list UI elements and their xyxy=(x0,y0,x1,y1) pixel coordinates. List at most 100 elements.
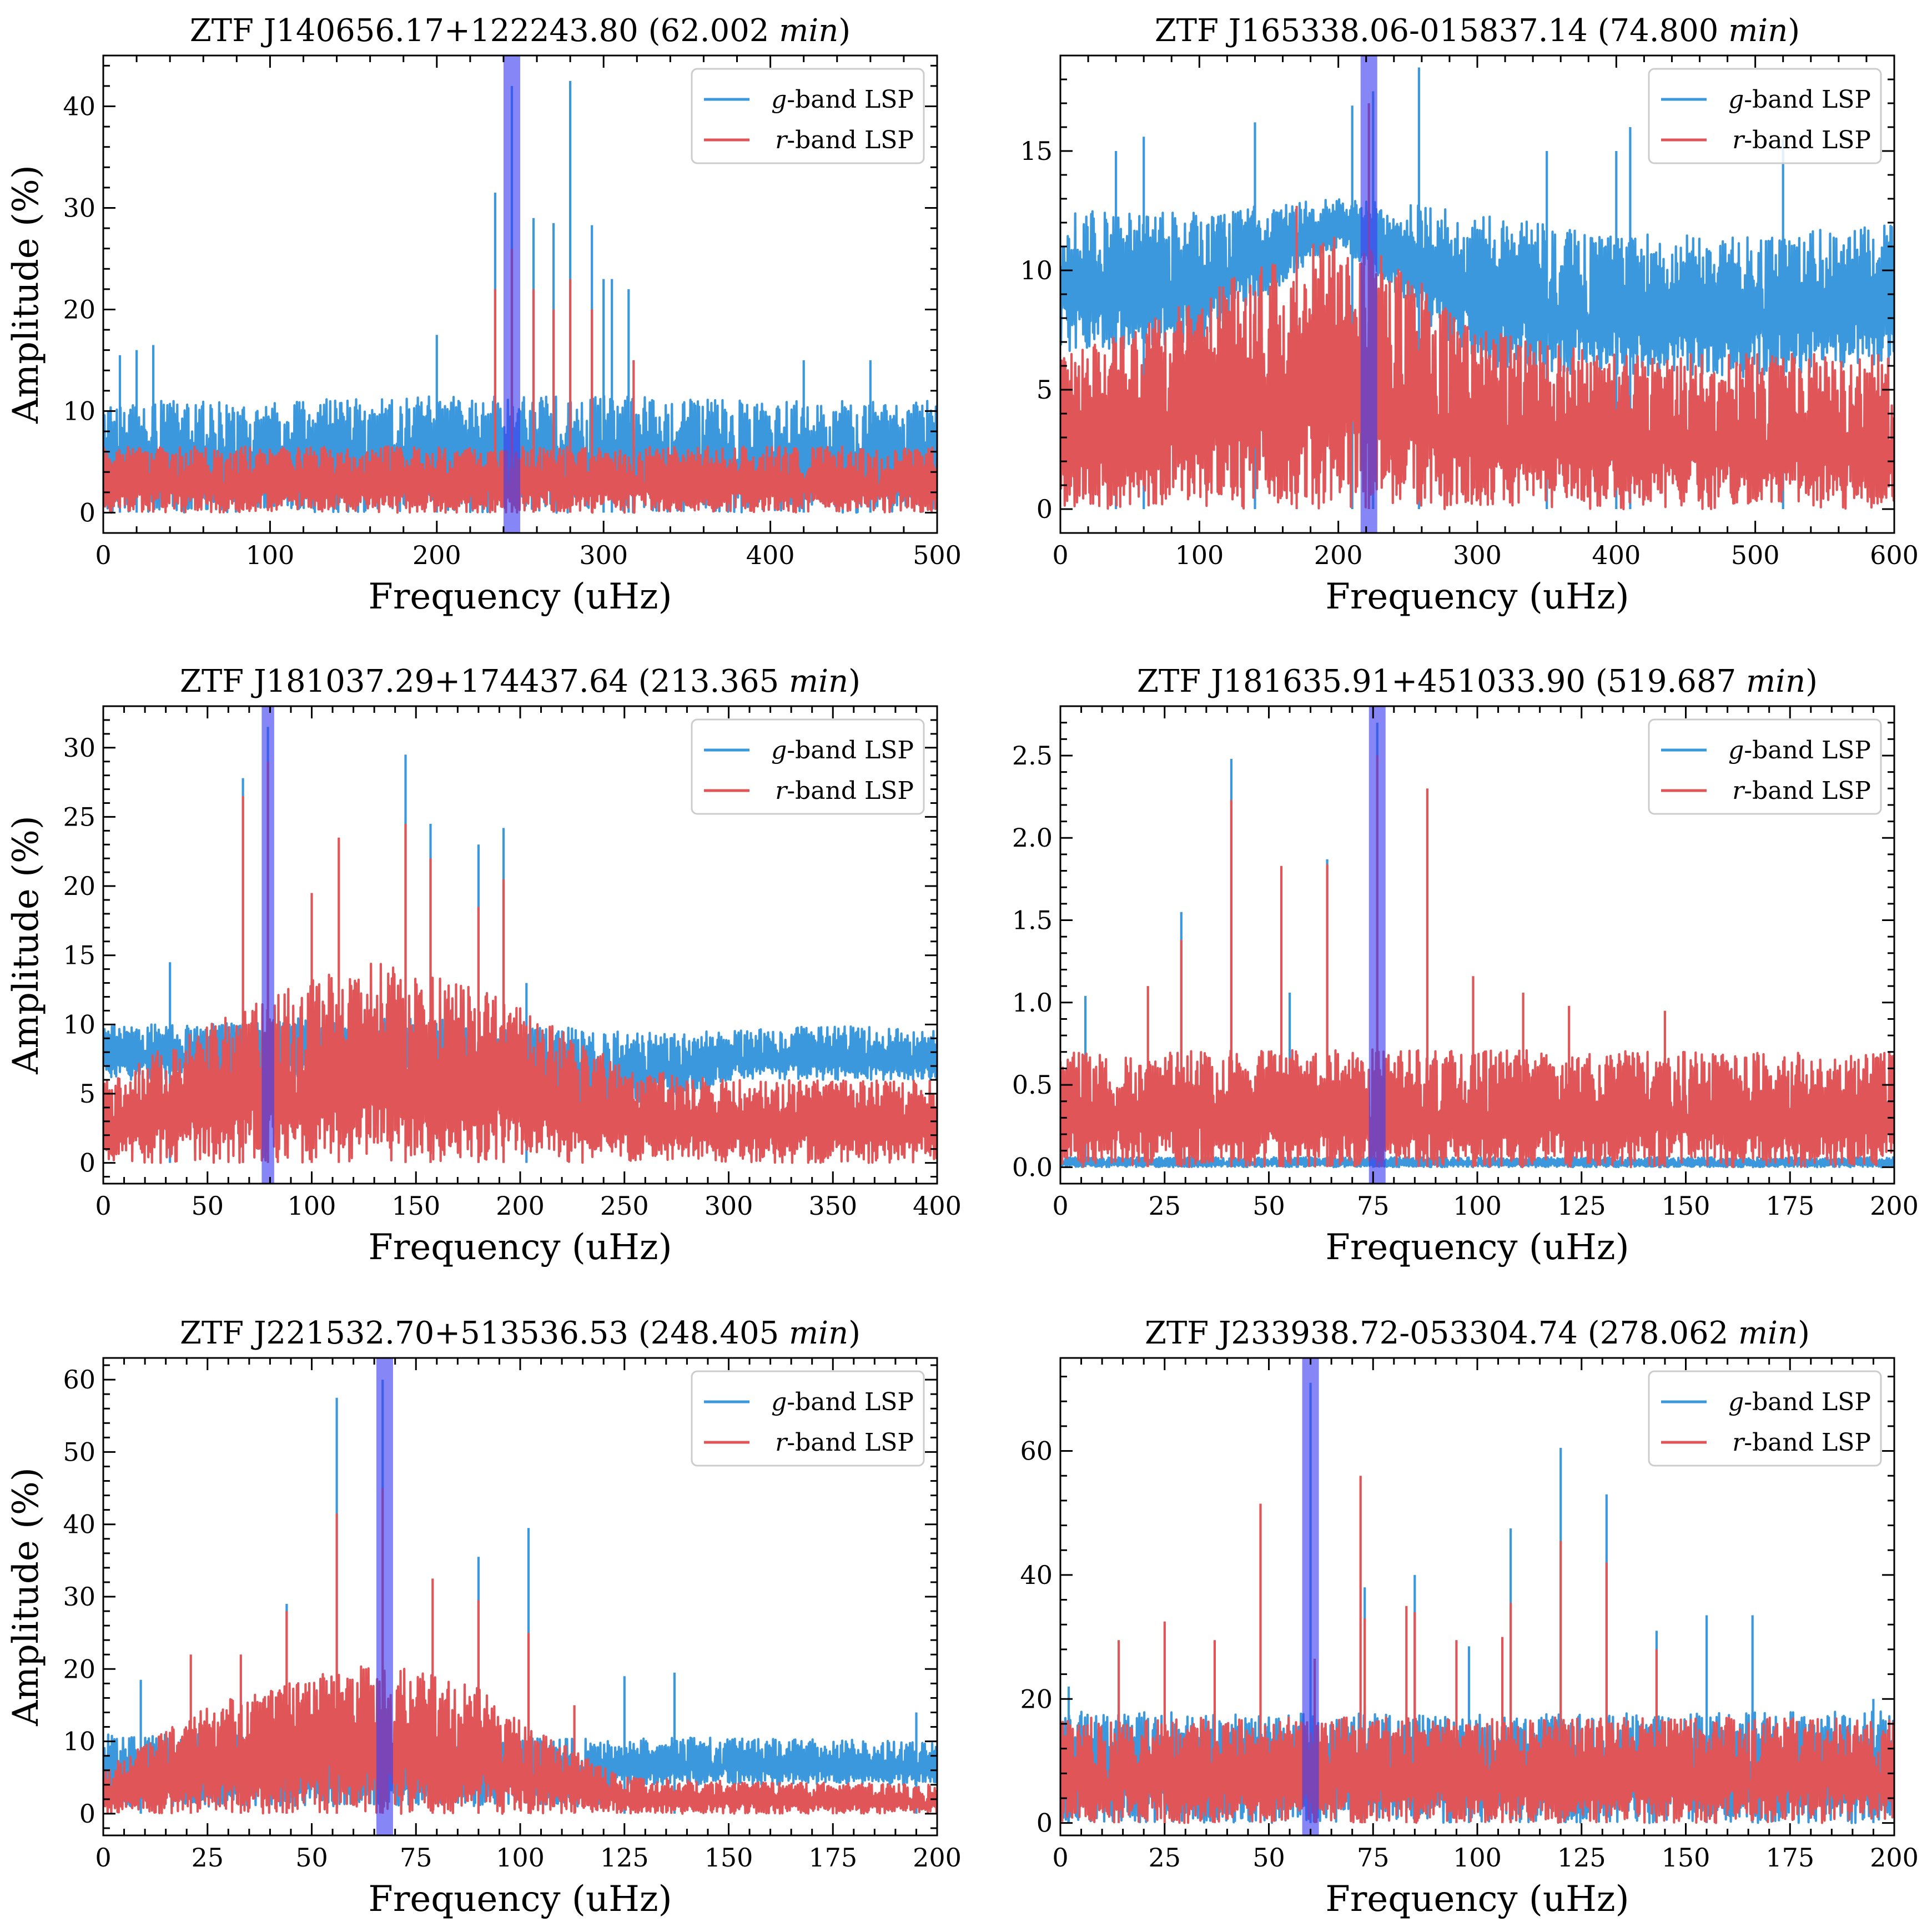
y-tick-label: 40 xyxy=(1020,1560,1053,1590)
r-band-legend-label: r-band LSP xyxy=(1732,1428,1871,1457)
x-tick-label: 175 xyxy=(1765,1191,1814,1221)
chart-title: ZTF J140656.17+122243.80 (62.002 min) xyxy=(190,13,851,49)
r-band-series xyxy=(1060,1476,1894,1824)
chart-title-period: 62.002 xyxy=(660,13,769,49)
period-highlight-band xyxy=(1368,706,1386,1184)
chart-title-unit: min xyxy=(1728,13,1788,49)
x-tick-label: 100 xyxy=(245,540,294,570)
chart-title: ZTF J181037.29+174437.64 (213.365 min) xyxy=(180,663,861,700)
x-tick-label: 50 xyxy=(1252,1843,1285,1873)
plot-area xyxy=(103,1358,937,1835)
y-tick-label: 0 xyxy=(1037,494,1053,524)
r-band-legend-label: r-band LSP xyxy=(775,777,914,805)
x-tick-label: 100 xyxy=(1175,540,1224,570)
chart-title-name: ZTF J181635.91+451033.90 xyxy=(1137,663,1586,700)
r-band-legend-label: r-band LSP xyxy=(775,1428,914,1457)
chart-title-period: 74.800 xyxy=(1609,13,1718,49)
chart-title-unit: min xyxy=(1738,1315,1798,1351)
x-tick-label: 75 xyxy=(1357,1843,1390,1873)
x-tick-label: 200 xyxy=(1870,1843,1919,1873)
x-tick-label: 100 xyxy=(1453,1843,1502,1873)
y-tick-label: 15 xyxy=(1020,136,1053,166)
y-tick-label: 20 xyxy=(1020,1684,1053,1714)
x-tick-label: 600 xyxy=(1870,540,1919,570)
x-tick-label: 300 xyxy=(705,1191,753,1221)
x-tick-label: 300 xyxy=(1453,540,1502,570)
chart-title: ZTF J233938.72-053304.74 (278.062 min) xyxy=(1145,1315,1810,1351)
x-tick-label: 400 xyxy=(746,540,795,570)
r-band-legend-label: r-band LSP xyxy=(775,126,914,154)
y-tick-label: 20 xyxy=(63,871,95,901)
x-tick-label: 200 xyxy=(1870,1191,1919,1221)
y-tick-label: 30 xyxy=(63,1582,95,1612)
legend: g-band LSP r-band LSP xyxy=(1648,68,1882,164)
x-tick-label: 350 xyxy=(808,1191,857,1221)
x-tick-label: 200 xyxy=(1314,540,1363,570)
y-tick-label: 2.0 xyxy=(1012,823,1053,853)
x-tick-label: 175 xyxy=(1765,1843,1814,1873)
legend-box xyxy=(691,718,925,815)
y-tick-label: 0.5 xyxy=(1012,1070,1053,1100)
period-highlight-band xyxy=(1302,1358,1319,1835)
g-band-legend-label: g-band LSP xyxy=(771,736,914,764)
x-tick-label: 400 xyxy=(913,1191,962,1221)
y-axis-label: Amplitude (%) xyxy=(6,1467,47,1727)
chart-title-period: 519.687 xyxy=(1608,663,1737,700)
x-tick-label: 125 xyxy=(1557,1843,1606,1873)
legend-box xyxy=(691,1370,925,1467)
g-band-legend-label: g-band LSP xyxy=(1728,85,1871,114)
chart-title-period: 278.062 xyxy=(1600,1315,1729,1351)
plot-area xyxy=(103,56,937,533)
r-band-legend-label: r-band LSP xyxy=(1732,126,1871,154)
chart-title: ZTF J221532.70+513536.53 (248.405 min) xyxy=(180,1315,861,1351)
y-tick-label: 25 xyxy=(63,802,95,832)
x-tick-label: 75 xyxy=(1357,1191,1390,1221)
x-axis-label: Frequency (uHz) xyxy=(1325,1227,1629,1268)
x-tick-label: 50 xyxy=(295,1843,328,1873)
period-highlight-band xyxy=(503,56,520,533)
x-tick-label: 0 xyxy=(95,1191,111,1221)
y-tick-label: 15 xyxy=(63,940,95,970)
x-tick-label: 0 xyxy=(95,1843,111,1873)
chart-title-name: ZTF J165338.06-015837.14 xyxy=(1155,13,1588,49)
y-tick-label: 50 xyxy=(63,1437,95,1467)
period-highlight-band xyxy=(376,1358,393,1835)
chart-title-name: ZTF J221532.70+513536.53 xyxy=(180,1315,628,1351)
x-tick-label: 500 xyxy=(1731,540,1780,570)
x-tick-label: 200 xyxy=(913,1843,962,1873)
chart-title-unit: min xyxy=(779,13,838,49)
x-tick-label: 500 xyxy=(913,540,962,570)
panel-3: 0 50 100 150 200 250 300 350 400 0 5 10 15 20 25 30 ZTF … xyxy=(6,663,962,1268)
y-tick-label: 40 xyxy=(63,1510,95,1539)
chart-title-period: 213.365 xyxy=(651,663,779,700)
x-tick-label: 150 xyxy=(391,1191,440,1221)
y-tick-label: 60 xyxy=(1020,1436,1053,1466)
y-tick-label: 20 xyxy=(63,1654,95,1684)
y-tick-label: 1.5 xyxy=(1012,905,1053,935)
legend: g-band LSP r-band LSP xyxy=(1648,718,1882,815)
legend-box xyxy=(691,68,925,164)
y-tick-label: 0 xyxy=(79,1148,95,1178)
x-tick-label: 200 xyxy=(496,1191,545,1221)
legend: g-band LSP r-band LSP xyxy=(691,718,925,815)
x-axis-label: Frequency (uHz) xyxy=(368,1879,672,1920)
y-tick-label: 1.0 xyxy=(1012,988,1053,1018)
y-tick-label: 0 xyxy=(79,497,95,527)
y-axis-label: Amplitude (%) xyxy=(6,165,47,424)
x-axis-label: Frequency (uHz) xyxy=(1325,576,1629,617)
r-band-series xyxy=(103,761,937,1164)
y-tick-label: 20 xyxy=(63,294,95,324)
g-band-legend-label: g-band LSP xyxy=(1728,1388,1871,1416)
y-tick-label: 30 xyxy=(63,733,95,763)
chart-title: ZTF J181635.91+451033.90 (519.687 min) xyxy=(1137,663,1818,700)
panel-4: 0 25 50 75 100 125 150 175 200 0.0 0.5 1.0 1.5 2.0 2.5… xyxy=(1012,663,1919,1268)
period-highlight-band xyxy=(1360,56,1377,533)
chart-title-unit: min xyxy=(789,663,848,700)
x-tick-label: 0 xyxy=(1052,1191,1068,1221)
x-axis-label: Frequency (uHz) xyxy=(368,576,672,617)
x-tick-label: 25 xyxy=(1148,1843,1181,1873)
y-tick-label: 10 xyxy=(63,1727,95,1757)
x-tick-label: 25 xyxy=(191,1843,224,1873)
y-tick-label: 5 xyxy=(1037,375,1053,405)
